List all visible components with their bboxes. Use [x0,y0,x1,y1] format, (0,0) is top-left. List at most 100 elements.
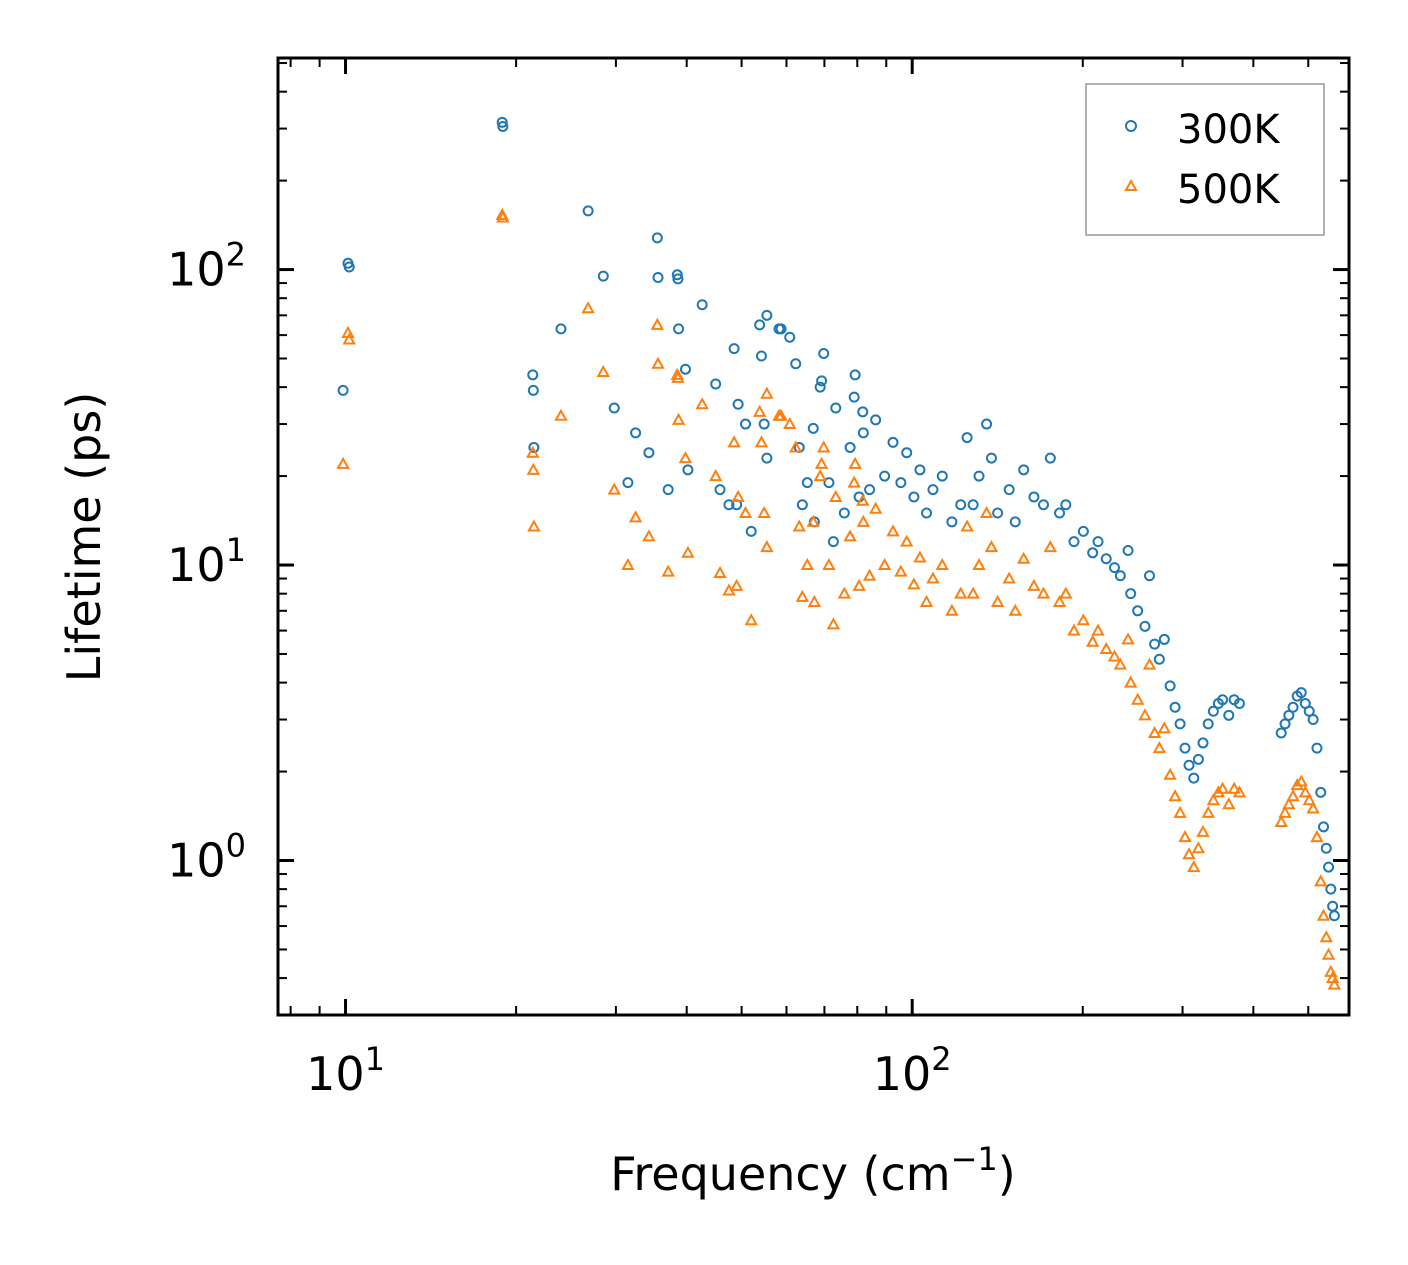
data-point-300k [961,432,973,444]
data-point-500k [1152,741,1167,754]
data-point-300k [895,477,907,489]
data-point-300k [1068,536,1080,548]
data-point-500k [1085,634,1100,647]
data-point-300k [608,402,620,414]
data-point-500k [856,514,871,527]
data-point-500k [1206,793,1221,806]
data-point-500k [527,519,541,532]
data-point-500k [1130,692,1145,705]
data-point-500k [760,540,774,553]
data-point-300k [1132,605,1144,617]
data-point-500k [1187,860,1201,873]
data-point-300k [973,470,985,482]
data-point-300k [673,323,685,335]
data-point-300k [1179,742,1191,754]
data-point-500k [752,404,767,417]
data-point-300k [343,261,355,273]
data-point-500k [650,317,665,330]
data-point-500k [945,603,959,616]
legend: 300K 500K [1085,83,1325,236]
data-point-500k [1138,708,1152,721]
data-point-300k [662,484,674,496]
data-point-500k [1222,797,1236,810]
data-point-500k [960,519,974,532]
data-point-500k [713,565,727,578]
data-point-500k [907,577,921,590]
data-point-300k [758,418,770,430]
data-point-300k [1122,544,1134,556]
data-point-500k [1091,623,1105,636]
data-point-500k [526,445,540,458]
data-point-300k [671,269,683,281]
data-point-300k [1311,742,1323,754]
data-point-500k [984,540,999,553]
data-point-300k [838,507,850,519]
data-point-300k [1038,499,1050,511]
data-point-300k [755,350,767,362]
data-point-500k [607,482,621,495]
data-point-300k [723,499,735,511]
data-point-500k [1142,657,1157,670]
data-point-500k [886,524,900,537]
data-point-300k [1327,900,1339,912]
data-point-500k [757,505,771,519]
data-point-500k [621,557,635,571]
data-point-300k [1320,842,1332,854]
data-point-300k [901,447,913,459]
data-point-300k [1188,772,1200,784]
data-point-300k [1207,705,1219,717]
data-point-500k [852,578,866,591]
data-point-300k [1328,910,1340,922]
data-point-300k [784,331,796,343]
data-point-500k [795,589,810,602]
data-point-500k [554,408,568,421]
data-point-300k [801,477,813,489]
data-point-300k [981,418,993,430]
data-point-500k [1113,657,1128,670]
data-point-500k [894,564,908,577]
data-point-300k [1295,687,1307,699]
data-point-300k [921,507,933,519]
data-point-500k [1316,908,1331,921]
data-point-300k [761,309,773,321]
data-point-300k [1028,491,1040,503]
data-point-500k [1321,947,1336,960]
data-point-500k [1027,578,1041,591]
data-point-300k [761,452,773,464]
data-point-500k [1306,801,1320,814]
x-axis-title-close: ) [998,1147,1016,1201]
data-point-300k [1323,861,1335,873]
data-point-500k [822,557,836,571]
major-ticks [278,58,1349,1015]
data-point-500k [966,586,980,599]
data-point-300k [775,323,787,335]
data-point-500k [783,416,797,430]
data-point-500k [695,397,709,410]
data-point-300k [1169,701,1181,713]
data-point-500k [744,613,758,626]
data-point-300k [870,414,882,426]
data-points [336,116,1342,990]
data-point-500k [877,557,892,571]
data-point-500k [738,505,753,519]
data-point-500k [671,370,685,383]
series-300k [337,116,1340,922]
data-point-500k [837,586,852,599]
data-point-500k [972,557,986,571]
data-point-300k [864,484,876,496]
data-point-300k [622,477,634,489]
data-point-300k [582,205,594,217]
data-point-500k [581,301,595,314]
data-point-300k [1009,516,1021,528]
data-point-500k [336,456,350,469]
data-point-300k [1144,570,1156,582]
data-point-500k [862,568,877,581]
data-point-300k [844,441,856,453]
data-point-500k [900,534,914,547]
data-point-500k [774,408,788,421]
data-point-500k [919,594,934,607]
data-point-500k [1123,675,1138,688]
data-point-500k [1182,847,1196,860]
data-point-500k [792,519,806,532]
data-point-300k [887,436,899,448]
